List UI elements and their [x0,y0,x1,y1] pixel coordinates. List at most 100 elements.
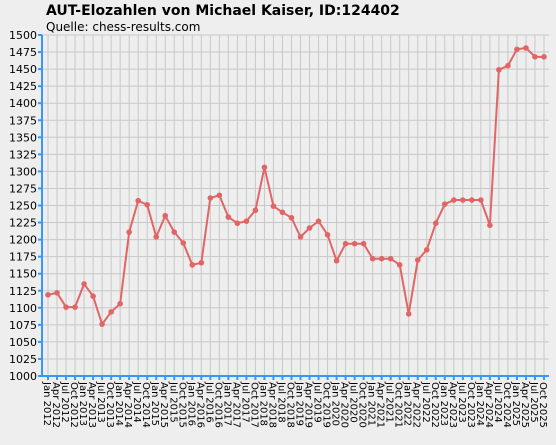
x-tick-label: Jan 2025 [510,381,521,426]
x-tick-label: Jul 2015 [167,381,178,423]
data-point [207,195,214,201]
data-point [523,45,529,51]
y-tick-label: 1300 [9,165,37,178]
data-point [487,222,493,229]
y-tick-label: 1350 [9,131,37,144]
x-tick-label: Jul 2013 [95,381,106,423]
y-tick-label: 1275 [9,182,37,195]
x-tick-label: Oct 2017 [248,382,259,428]
data-point [135,197,141,204]
y-tick-label: 1325 [9,148,37,161]
x-tick-label: Jan 2019 [294,381,305,426]
x-tick-label: Jan 2013 [77,381,88,426]
data-point [405,311,412,317]
data-point [333,257,340,264]
y-tick-label: 1400 [9,97,37,110]
y-tick-label: 1425 [9,80,37,93]
x-tick-label: Oct 2024 [501,382,512,428]
x-tick-label: Jan 2015 [149,381,160,426]
x-tick-label: Jan 2017 [221,381,232,426]
x-tick-label: Jan 2023 [438,381,449,426]
x-tick-label: Jan 2021 [366,381,377,426]
x-tick-label: Apr 2016 [194,382,205,428]
data-point [270,203,277,209]
chart-title: AUT-Elozahlen von Michael Kaiser, ID:124… [46,3,400,19]
x-tick-label: Oct 2015 [176,382,187,428]
x-tick-label: Apr 2019 [303,382,314,428]
data-point [279,209,286,216]
x-tick-label: Oct 2014 [140,382,151,428]
data-point [324,232,331,238]
data-point [514,46,520,53]
data-point [99,321,105,327]
data-point [45,292,51,298]
y-tick-label: 1100 [9,302,37,315]
data-point [532,54,538,60]
data-point [478,197,484,203]
data-point [306,225,313,231]
x-tick-label: Jan 2018 [257,381,268,426]
data-point [81,281,87,287]
data-point [54,289,60,296]
chart-subtitle: Quelle: chess-results.com [46,20,200,34]
data-point [144,202,150,208]
data-point [225,214,232,220]
data-point [252,207,259,214]
y-tick-label: 1475 [9,46,37,59]
x-tick-label: Apr 2018 [266,382,277,428]
x-tick-label: Jul 2017 [239,381,250,423]
data-point [243,218,250,224]
data-point [117,300,123,307]
data-point [387,255,394,262]
x-tick-label: Jul 2018 [275,381,286,423]
data-point [189,262,196,268]
data-point [442,201,448,207]
x-tick-label: Jan 2016 [185,381,196,426]
data-point [162,212,169,219]
x-tick-label: Jan 2024 [474,381,485,426]
x-tick-label: Oct 2016 [212,382,223,428]
x-tick-label: Oct 2019 [321,382,332,428]
data-point [198,259,205,266]
x-tick-label: Apr 2012 [50,382,61,428]
y-tick-label: 1150 [9,268,37,281]
x-tick-label: Apr 2020 [339,382,350,428]
x-tick-label: Jul 2012 [59,381,70,423]
x-tick-label: Apr 2015 [158,382,169,428]
data-point [90,293,96,300]
data-point [423,247,430,253]
data-point [451,197,457,203]
data-point [63,304,69,310]
data-point [469,197,475,203]
data-point [541,54,547,60]
data-point [234,220,241,227]
data-point [496,66,502,73]
y-tick-label: 1125 [9,285,37,298]
x-tick-label: Apr 2022 [411,382,422,428]
x-tick-label: Jan 2022 [402,381,413,426]
y-tick-label: 1050 [9,336,37,349]
x-tick-label: Jul 2023 [456,381,467,423]
y-tick-label: 1225 [9,217,37,230]
y-tick-label: 1200 [9,234,37,247]
x-tick-label: Apr 2025 [519,382,530,428]
data-point [360,240,367,247]
x-tick-label: Oct 2020 [357,382,368,428]
data-point [126,229,132,235]
x-tick-label: Apr 2024 [483,382,494,428]
x-tick-label: Jan 2014 [113,381,124,426]
x-tick-label: Apr 2013 [86,382,97,428]
data-point [288,214,295,221]
x-tick-label: Jan 2012 [41,381,52,426]
y-tick-label: 1450 [9,63,37,76]
x-tick-label: Jul 2019 [312,381,323,423]
data-point [108,309,114,315]
x-tick-label: Jul 2024 [492,381,503,423]
data-point [342,240,349,247]
x-tick-label: Apr 2017 [230,382,241,428]
data-point [72,304,78,310]
x-tick-label: Jul 2021 [384,381,395,423]
data-point [369,255,376,262]
x-tick-label: Oct 2022 [429,382,440,428]
x-tick-label: Oct 2018 [284,382,295,428]
